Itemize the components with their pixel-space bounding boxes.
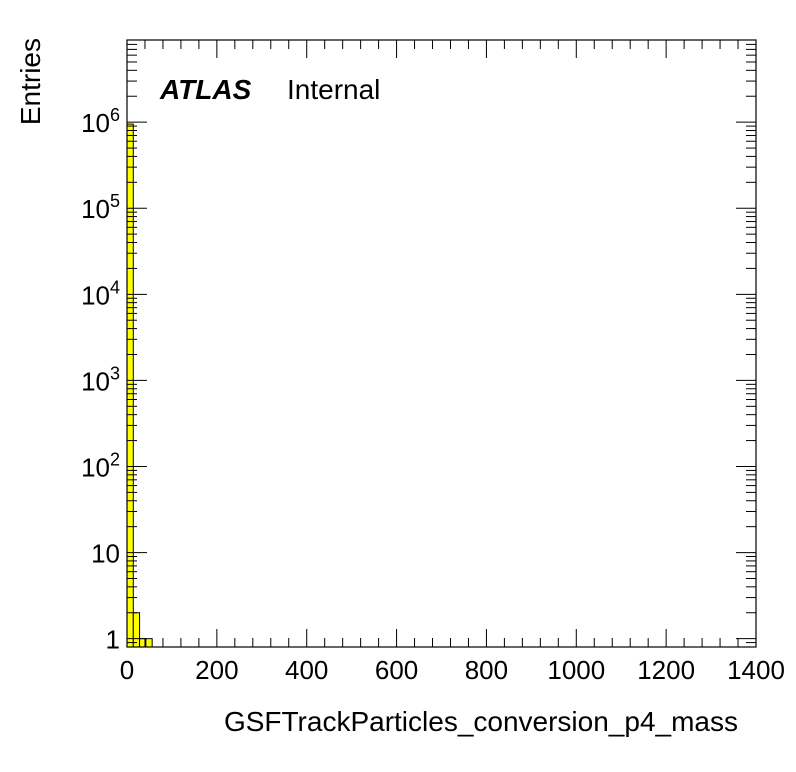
histogram-bars — [126, 123, 153, 648]
x-tick-label: 400 — [285, 655, 328, 685]
y-tick-label: 1 — [106, 625, 120, 655]
y-tick-label-exponent: 3 — [110, 363, 120, 383]
x-axis-title: GSFTrackParticles_conversion_p4_mass — [224, 706, 738, 737]
y-tick-label-base: 10 — [81, 452, 110, 482]
y-tick-label: 106 — [81, 105, 120, 138]
atlas-label: ATLAS — [159, 74, 252, 105]
x-tick-label: 600 — [375, 655, 418, 685]
atlas-status-label: Internal — [287, 74, 380, 105]
histogram-bin-3 — [145, 638, 153, 648]
x-tick-label: 1000 — [547, 655, 605, 685]
y-tick-label: 10 — [91, 539, 120, 569]
y-tick-label-base: 10 — [81, 108, 110, 138]
y-tick-label: 104 — [81, 277, 120, 310]
y-tick-label-base: 10 — [81, 366, 110, 396]
histogram-bin-1 — [132, 612, 141, 648]
y-tick-label-exponent: 5 — [110, 191, 120, 211]
y-axis-title: Entries — [15, 38, 46, 125]
x-tick-label: 1400 — [727, 655, 785, 685]
x-tick-label: 0 — [120, 655, 134, 685]
y-tick-label-base: 10 — [81, 280, 110, 310]
histogram-bin-0 — [126, 123, 134, 648]
y-tick-label-base: 10 — [81, 194, 110, 224]
x-tick-label: 1200 — [637, 655, 695, 685]
x-tick-labels: 0 200 400 600 800 1000 1200 1400 — [120, 655, 785, 685]
plot-frame — [126, 39, 757, 648]
axis-ticks — [126, 39, 757, 648]
y-tick-label: 103 — [81, 363, 120, 396]
y-tick-label-exponent: 2 — [110, 449, 120, 469]
y-tick-label-exponent: 4 — [110, 277, 120, 297]
y-tick-label: 105 — [81, 191, 120, 224]
y-tick-label-exponent: 6 — [110, 105, 120, 125]
x-tick-label: 800 — [465, 655, 508, 685]
y-tick-label: 102 — [81, 449, 120, 482]
x-tick-label: 200 — [195, 655, 238, 685]
